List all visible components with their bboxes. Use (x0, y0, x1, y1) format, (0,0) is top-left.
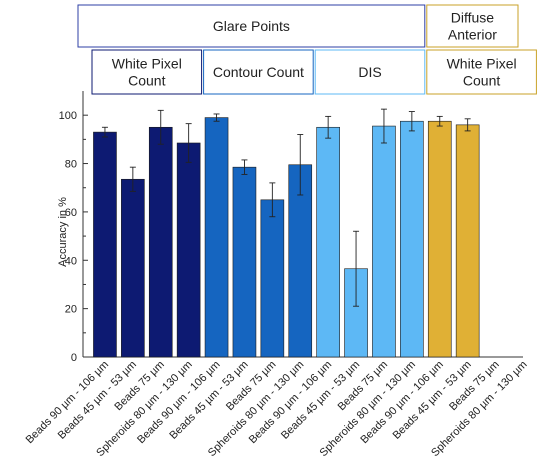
header-group-label: Glare Points (213, 18, 290, 34)
header-group-box (77, 4, 426, 48)
bar (93, 131, 117, 358)
y-axis-label: Accuracy in % (57, 197, 69, 267)
header-group-label: Diffuse Anterior (448, 10, 497, 43)
y-tick-label: 60 (65, 207, 77, 219)
bar (400, 120, 424, 358)
y-tick-label: 80 (65, 159, 77, 171)
method-group-box (91, 49, 203, 95)
bar (427, 120, 452, 358)
y-tick-label: 100 (59, 110, 77, 122)
y-tick-label: 40 (65, 255, 77, 267)
method-group-box (203, 49, 314, 95)
bar (455, 124, 480, 358)
method-group-label: White Pixel Count (112, 56, 182, 89)
bar (204, 117, 229, 358)
bar (372, 125, 396, 358)
method-group-box (314, 49, 426, 95)
y-tick-label: 20 (65, 304, 77, 316)
bar (316, 126, 340, 358)
method-group-box (426, 49, 537, 95)
header-group-box (426, 4, 519, 48)
bar (232, 166, 257, 358)
bar (260, 199, 285, 358)
method-group-label: Contour Count (213, 64, 304, 80)
error-bars-layer (101, 108, 471, 307)
y-tick-label: 0 (71, 352, 77, 364)
method-group-label: DIS (358, 64, 381, 80)
group-headers: Glare Points Diffuse Anterior White Pixel Co… (77, 4, 537, 95)
bars-layer (93, 117, 480, 358)
bar (176, 142, 201, 358)
bar (148, 126, 173, 358)
method-group-label: White Pixel Count (447, 56, 517, 89)
bar (121, 178, 145, 358)
